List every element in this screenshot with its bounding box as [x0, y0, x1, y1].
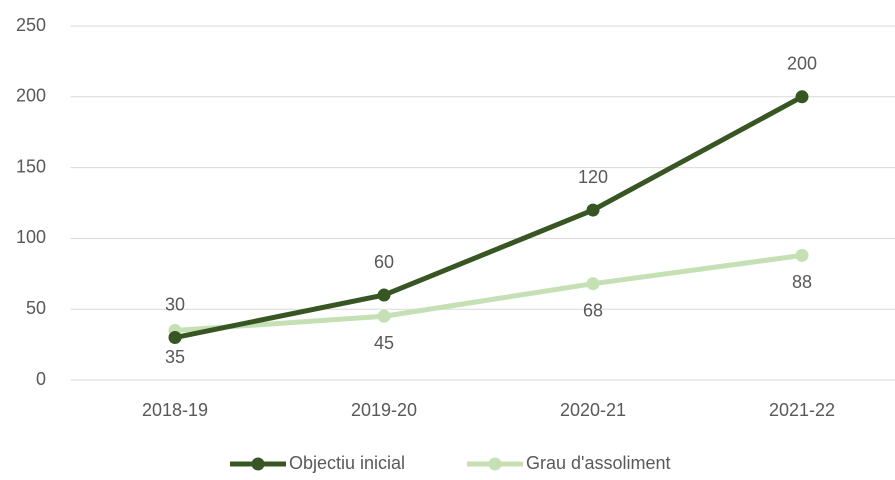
marker: [377, 288, 391, 302]
data-label: 120: [578, 167, 608, 187]
x-tick-label: 2021-22: [769, 400, 835, 420]
data-label: 68: [583, 300, 603, 320]
x-tick-label: 2018-19: [142, 400, 208, 420]
y-tick-label: 200: [16, 86, 46, 106]
series-line: [174, 94, 804, 340]
x-tick-label: 2019-20: [351, 400, 417, 420]
data-label: 200: [787, 54, 817, 74]
x-tick-label: 2020-21: [560, 400, 626, 420]
data-label: 35: [165, 347, 185, 367]
legend-marker: [251, 457, 265, 471]
y-tick-label: 250: [16, 15, 46, 35]
data-label: 60: [374, 252, 394, 272]
marker: [795, 90, 809, 104]
legend-label: Objectiu inicial: [289, 453, 405, 473]
legend-marker: [488, 457, 502, 471]
marker: [586, 203, 600, 217]
data-label: 88: [792, 272, 812, 292]
y-tick-label: 100: [16, 227, 46, 247]
data-label: 45: [374, 333, 394, 353]
y-tick-label: 0: [36, 369, 46, 389]
y-tick-label: 50: [26, 298, 46, 318]
marker: [795, 248, 809, 262]
data-label: 30: [165, 294, 185, 314]
series-line: [174, 252, 803, 333]
marker: [586, 277, 600, 291]
marker: [377, 309, 391, 323]
legend-label: Grau d'assoliment: [526, 453, 671, 473]
marker: [168, 331, 182, 345]
y-tick-label: 150: [16, 156, 46, 176]
